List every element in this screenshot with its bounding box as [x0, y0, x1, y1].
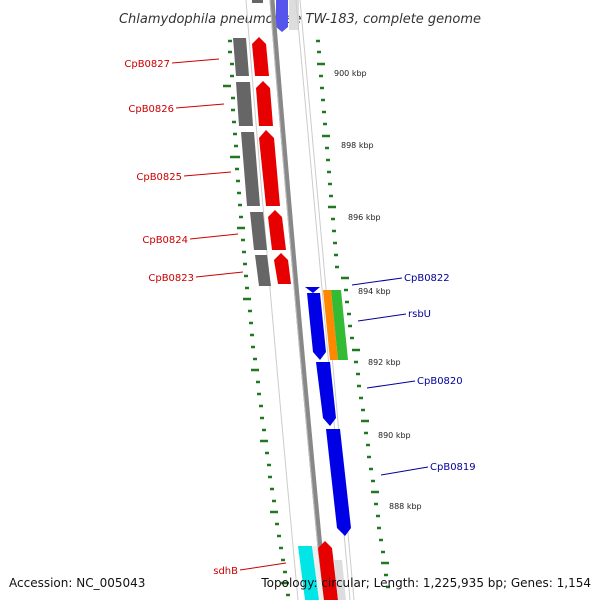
gene-label-cpb0824: CpB0824	[142, 235, 188, 246]
gene-arrow-cpb0822	[305, 287, 320, 293]
gene-arrow-cpb0824	[268, 210, 286, 250]
kbp-label-900: 900 kbp	[334, 69, 367, 78]
orange-feature-rsbu	[323, 290, 338, 360]
forward-strand-features	[305, 287, 351, 536]
gene-label-cpb0822: CpB0822	[404, 273, 450, 284]
gene-label-sdhb: sdhB	[213, 566, 238, 577]
kbp-label-894: 894 kbp	[358, 287, 391, 296]
light-feature-bottom	[334, 560, 346, 600]
gene-arrow-cpb0819	[326, 429, 351, 536]
map-title: Chlamydophila pneumoniae TW-183, complet…	[119, 12, 481, 27]
outer-left-ticks	[223, 39, 290, 597]
gene-arrow-cpb0826	[256, 81, 273, 126]
kbp-labels: 900 kbp 898 kbp 896 kbp 894 kbp 892 kbp …	[334, 69, 422, 511]
gene-arrow-cpb0823	[274, 253, 291, 284]
kbp-label-896: 896 kbp	[348, 213, 381, 222]
reverse-strand-features	[233, 37, 346, 600]
gray-block-cpb0825	[241, 132, 260, 206]
gray-block-cpb0824	[250, 212, 267, 250]
gene-label-cpb0820: CpB0820	[417, 376, 463, 387]
gray-block-cpb0827	[233, 38, 249, 76]
gene-label-cpb0825: CpB0825	[136, 172, 182, 183]
genome-backbone	[269, 0, 328, 600]
kbp-label-892: 892 kbp	[368, 358, 401, 367]
gene-arrow-cpb0827	[252, 37, 269, 76]
gene-arrow-cpb0825	[259, 130, 280, 206]
gene-label-cpb0823: CpB0823	[148, 273, 194, 284]
genome-summary-text: Topology: circular; Length: 1,225,935 bp…	[260, 576, 591, 590]
gray-block-cpb0823	[255, 255, 271, 286]
forward-gene-labels: CpB0822 rsbU CpB0820 CpB0819	[404, 273, 476, 473]
accession-text: Accession: NC_005043	[9, 576, 145, 590]
gene-label-cpb0826: CpB0826	[128, 104, 174, 115]
gray-block-cpb0826	[236, 82, 253, 126]
label-leaders	[171, 58, 429, 571]
kbp-label-890: 890 kbp	[378, 431, 411, 440]
white-gap-feature	[312, 546, 324, 600]
gene-arrow-sdhb	[318, 541, 338, 600]
green-feature-rsbu	[331, 290, 348, 360]
partial-gray-feature	[252, 0, 263, 3]
partial-blue-feature	[276, 0, 288, 32]
gene-label-rsbu: rsbU	[408, 309, 431, 320]
gene-label-cpb0827: CpB0827	[124, 59, 170, 70]
kbp-label-898: 898 kbp	[341, 141, 374, 150]
gene-label-cpb0819: CpB0819	[430, 462, 476, 473]
reverse-gene-labels: CpB0827 CpB0826 CpB0825 CpB0824 CpB0823 …	[124, 59, 238, 577]
kbp-label-888: 888 kbp	[389, 502, 422, 511]
outer-right-ticks	[316, 39, 390, 589]
tick-tracks	[223, 39, 390, 597]
gene-arrow-cpb0820	[316, 362, 336, 426]
gene-arrow-rsbu	[307, 293, 326, 360]
